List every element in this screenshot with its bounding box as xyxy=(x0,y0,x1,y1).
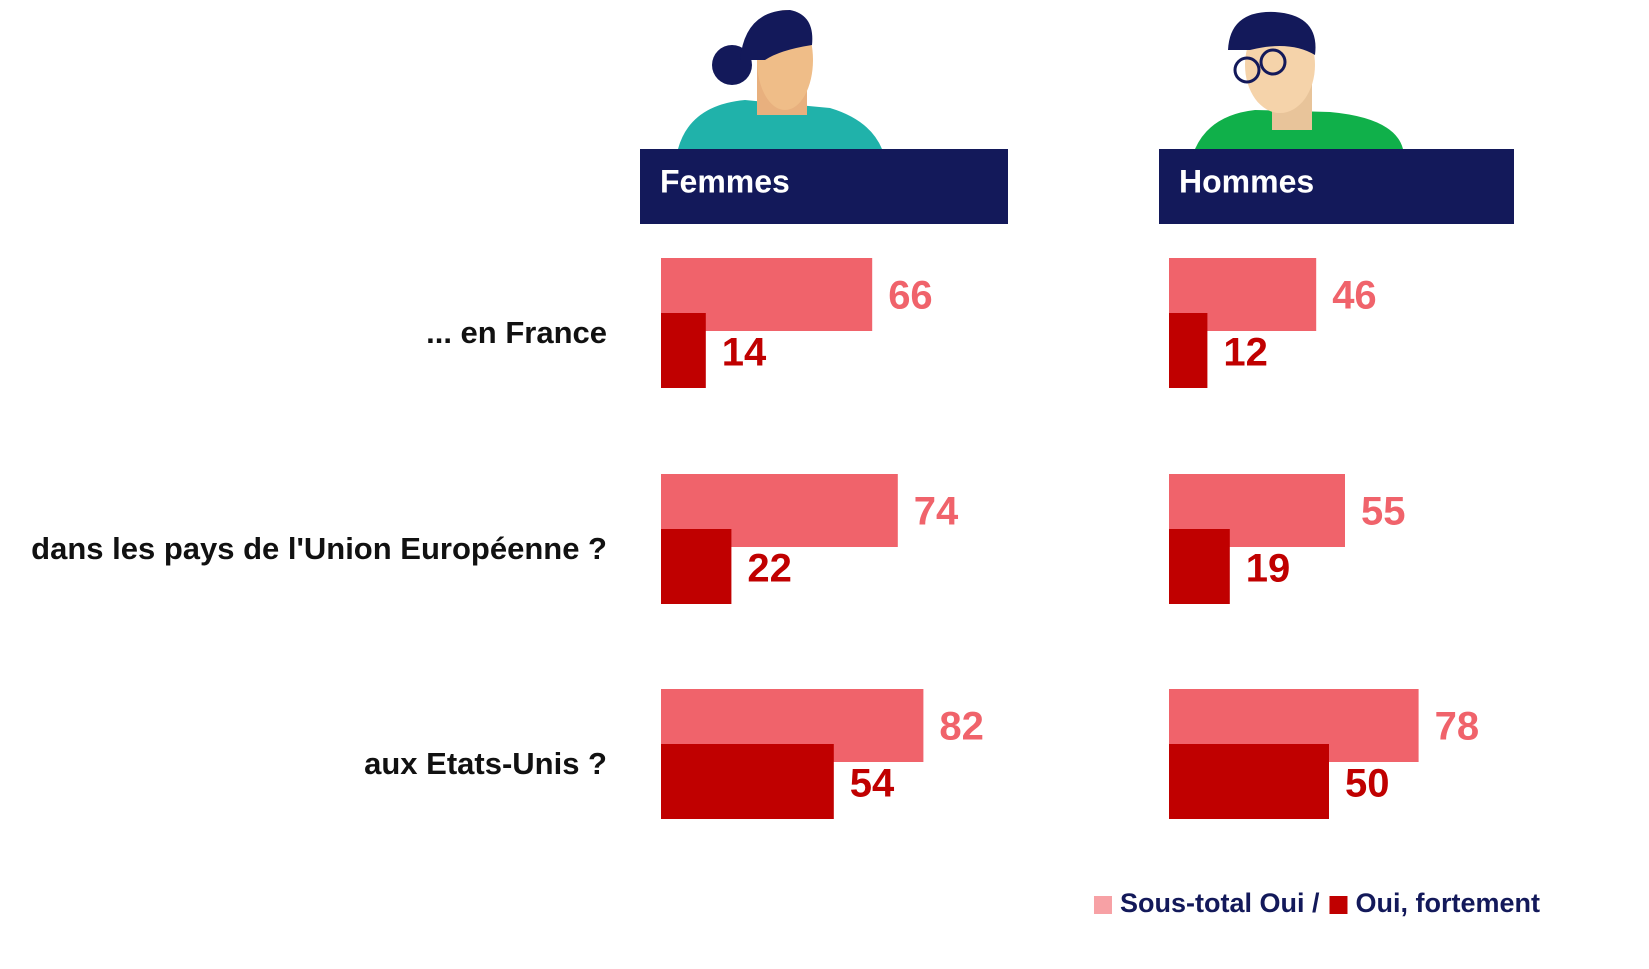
value-label: 78 xyxy=(1435,705,1480,749)
woman-avatar xyxy=(678,10,882,149)
category-label: dans les pays de l'Union Européenne ? xyxy=(31,531,607,566)
category-label: aux Etats-Unis ? xyxy=(364,746,607,781)
value-label: 14 xyxy=(722,331,767,375)
bar xyxy=(1169,313,1208,388)
legend-label: Oui, fortement xyxy=(1355,888,1540,918)
bar xyxy=(661,744,834,819)
value-label: 46 xyxy=(1332,274,1377,318)
value-label: 50 xyxy=(1345,762,1390,806)
value-label: 12 xyxy=(1223,331,1268,375)
panel-header xyxy=(1159,149,1514,224)
value-label: 55 xyxy=(1361,490,1406,534)
value-label: 66 xyxy=(888,274,933,318)
man-avatar xyxy=(1195,11,1403,149)
bar xyxy=(661,313,706,388)
legend-swatch xyxy=(1093,896,1112,914)
value-label: 19 xyxy=(1246,547,1291,591)
panel-title: Hommes xyxy=(1179,163,1314,199)
category-label: ... en France xyxy=(426,315,607,350)
bar xyxy=(661,529,732,604)
panel-header xyxy=(640,149,1008,224)
value-label: 54 xyxy=(850,762,895,806)
value-label: 22 xyxy=(747,547,792,591)
panel-title: Femmes xyxy=(660,163,790,199)
value-label: 82 xyxy=(939,705,984,749)
value-label: 74 xyxy=(914,490,959,534)
bar xyxy=(1169,744,1329,819)
legend-swatch xyxy=(1329,896,1348,914)
bar xyxy=(1169,529,1230,604)
legend-label: Sous-total Oui / xyxy=(1120,888,1320,918)
